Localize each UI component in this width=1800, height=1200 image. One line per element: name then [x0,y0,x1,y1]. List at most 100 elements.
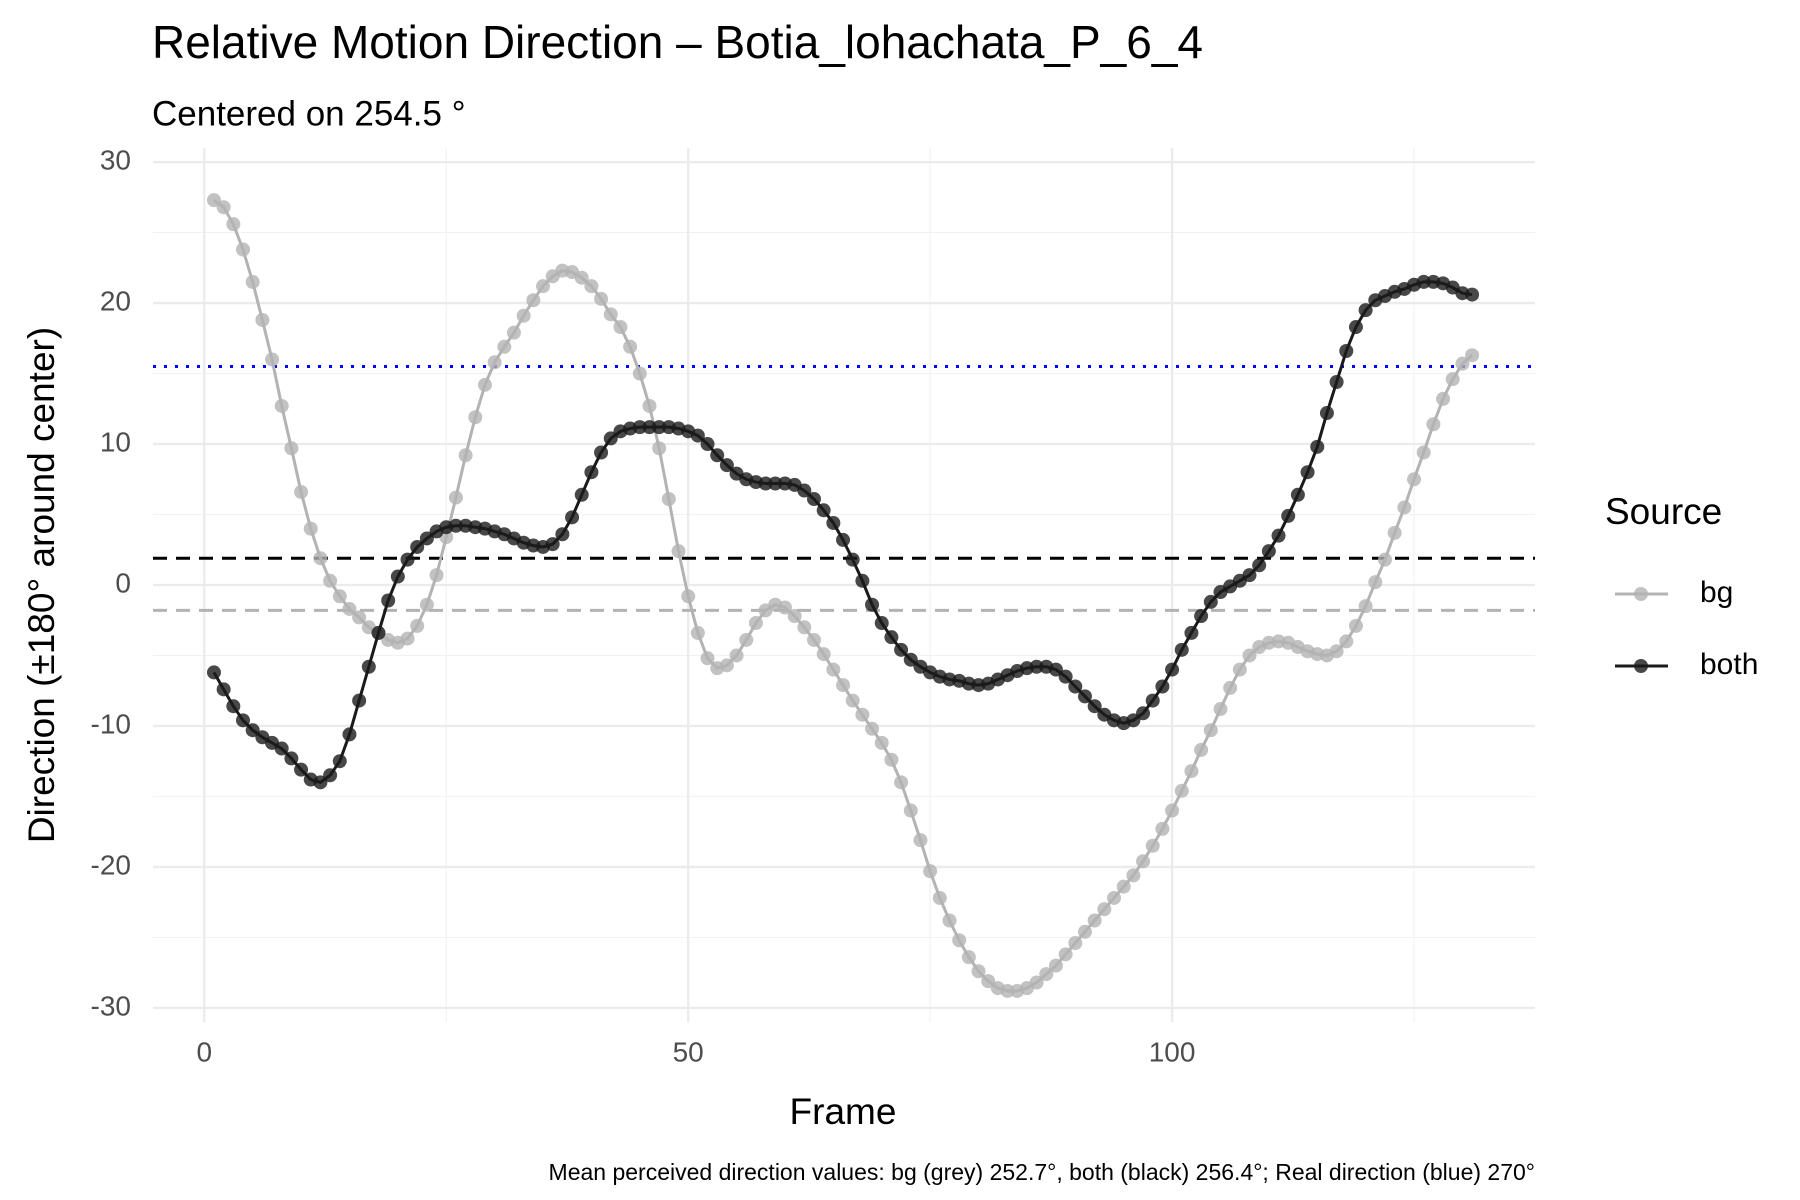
point [1407,472,1422,487]
legend-title: Source [1605,491,1722,532]
point [884,752,899,767]
point [226,217,241,232]
point [361,659,376,674]
point [632,420,647,435]
point [584,465,599,480]
point [574,270,589,285]
point [274,398,289,413]
point [206,193,221,208]
point [1290,487,1305,502]
legend-key-point [1634,659,1648,673]
point [245,723,260,738]
point [1271,528,1286,543]
x-tick-label: 0 [197,1036,213,1067]
point [1310,439,1325,454]
point [913,833,928,848]
point [1281,508,1296,523]
point [458,448,473,463]
point [1339,343,1354,358]
point [865,721,880,736]
point [236,242,251,257]
y-tick-label: 30 [100,144,131,175]
series-line [213,198,1474,993]
point [1252,558,1267,573]
point [719,458,734,473]
legend-label: bg [1700,576,1733,609]
point [1136,854,1151,869]
point [381,593,396,608]
point [419,531,434,546]
point [1329,644,1344,659]
point [661,492,676,507]
point [681,589,696,604]
point [265,352,280,367]
point [1126,868,1141,883]
point [594,291,609,306]
point [332,589,347,604]
point [1329,375,1344,390]
point [1068,936,1083,951]
point [323,768,338,783]
point [748,616,763,631]
point [1107,890,1122,905]
point [806,492,821,507]
point [826,515,841,530]
x-axis-title: Frame [790,1091,897,1132]
point [806,632,821,647]
y-tick-label: 20 [100,285,131,316]
point [903,803,918,818]
point [894,642,909,657]
point [1029,659,1044,674]
point [613,320,628,335]
point [971,964,986,979]
point [739,632,754,647]
point [632,366,647,381]
point [448,518,463,533]
point [1232,662,1247,677]
point [1358,599,1373,614]
point [1087,913,1102,928]
point [526,293,541,308]
point [487,355,502,370]
point [216,200,231,215]
point [903,652,918,667]
point [700,437,715,452]
point [1445,372,1460,387]
point [884,630,899,645]
point [1203,594,1218,609]
point [836,678,851,693]
point [284,751,299,766]
point [1000,983,1015,998]
point [1339,634,1354,649]
point [536,279,551,294]
point [1377,552,1392,567]
point [255,312,270,327]
point [1126,713,1141,728]
point [516,308,531,323]
point [1465,348,1480,363]
point [768,476,783,491]
point [1048,662,1063,677]
point [1194,742,1209,757]
point [816,503,831,518]
point [1242,648,1257,663]
series-points [206,274,1480,790]
point [1165,803,1180,818]
point [1300,465,1315,480]
point [652,420,667,435]
point [845,693,860,708]
point [1416,445,1431,460]
point [1155,679,1170,694]
point [1194,609,1209,624]
point [545,537,560,552]
point [671,544,686,559]
point [284,441,299,456]
point [1136,706,1151,721]
point [1039,967,1054,982]
point [1416,274,1431,289]
point [1319,406,1334,421]
point [206,665,221,680]
point [603,431,618,446]
point [303,521,318,536]
point [410,539,425,554]
